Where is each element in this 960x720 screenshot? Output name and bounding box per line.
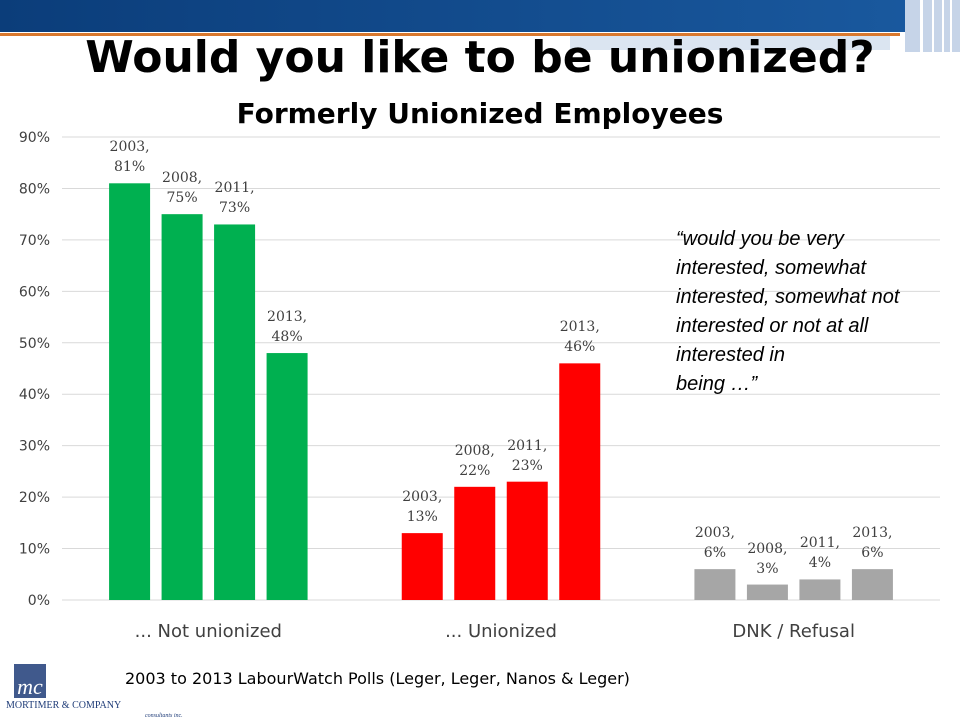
logo-name: Mortimer & Company [6, 700, 121, 711]
value-label: 2003, 6% [694, 525, 735, 562]
bar [559, 363, 601, 600]
logo-box [14, 664, 46, 698]
value-label: 2003, 81% [109, 139, 150, 176]
bar [694, 569, 736, 600]
bar [109, 183, 151, 601]
value-label: 2003, 13% [402, 489, 443, 526]
y-tick-label: 10% [19, 542, 50, 558]
annotation: interested in [676, 344, 785, 366]
value-label: 2013, 46% [559, 319, 600, 356]
value-label: 2008, 3% [747, 540, 788, 577]
value-label: 2011, 73% [214, 180, 255, 217]
y-tick-label: 20% [19, 490, 50, 506]
bar [454, 486, 496, 600]
y-tick-label: 70% [19, 233, 50, 249]
y-tick-label: 0% [28, 593, 50, 609]
bar [401, 533, 443, 600]
header-stripes [905, 0, 960, 52]
annotation: interested, somewhat not [676, 286, 901, 308]
y-tick-label: 80% [19, 181, 50, 197]
value-label: 2008, 22% [454, 442, 495, 479]
value-label: 2013, 6% [852, 525, 893, 562]
chart-subtitle: Formerly Unionized Employees [237, 97, 724, 130]
x-tick-label: ... Unionized [445, 621, 557, 642]
source-note: 2003 to 2013 LabourWatch Polls (Leger, L… [125, 669, 630, 688]
x-tick-label: ... Not unionized [135, 621, 282, 642]
y-tick-label: 90% [19, 130, 50, 146]
value-label: 2011, 23% [507, 437, 548, 474]
bar [266, 353, 308, 600]
y-tick-label: 60% [19, 284, 50, 300]
header-shade [570, 36, 890, 50]
bar [799, 579, 841, 600]
header-band [0, 0, 960, 32]
bar [214, 224, 256, 600]
bar [851, 569, 893, 600]
value-label: 2008, 75% [162, 170, 203, 207]
logo-tagline: consultants inc. [145, 713, 183, 719]
bar [506, 481, 548, 600]
y-tick-label: 50% [19, 336, 50, 352]
value-label: 2011, 4% [799, 535, 840, 572]
bar [161, 214, 203, 600]
annotation: being …” [676, 373, 758, 395]
y-tick-label: 30% [19, 439, 50, 455]
header-rule [0, 33, 900, 36]
annotation: “would you be very [676, 228, 845, 250]
annotation: interested, somewhat [676, 257, 868, 279]
chart-title: Would you like to be unionized? [85, 32, 874, 83]
x-tick-label: DNK / Refusal [732, 621, 855, 642]
bar [746, 584, 788, 600]
logo: mc Mortimer & Company consultants inc. [6, 664, 183, 719]
y-tick-label: 40% [19, 387, 50, 403]
annotation: interested or not at all [676, 315, 869, 337]
logo-mark: mc [17, 674, 43, 699]
value-label: 2013, 48% [267, 309, 308, 346]
